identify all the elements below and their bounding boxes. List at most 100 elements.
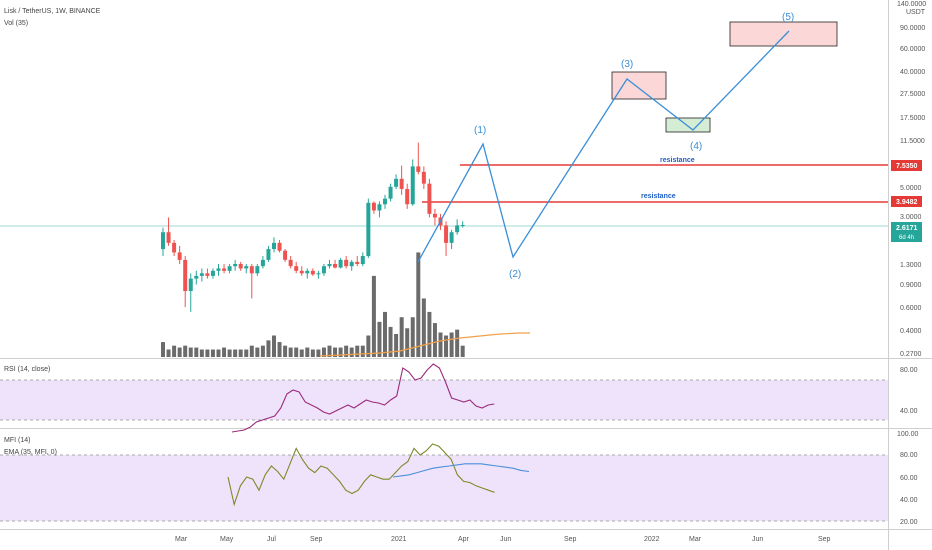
wave-label-5[interactable]: (5) [782,12,794,23]
volume-bar [438,332,443,357]
candle-body [283,250,288,260]
volume-bar [255,347,260,357]
volume-bar [238,349,243,357]
volume-bar [366,335,371,357]
candle-body [371,202,376,211]
volume-bar [260,345,265,357]
volume-bar [333,347,338,357]
candle-body [316,273,321,275]
rsi-tick: 40.00 [900,408,918,415]
volume-bar [344,345,349,357]
volume-bar [227,349,232,357]
volume-bar [205,349,210,357]
volume-bar [377,321,382,357]
wave-5-box[interactable] [729,21,838,47]
date-tick: Sep [564,536,577,543]
candle-body [427,183,432,214]
volume-bar [349,347,354,357]
volume-bar [288,347,293,357]
volume-bar [338,347,343,357]
date-tick: 2022 [644,536,660,543]
date-tick: Jun [500,536,511,543]
candle-body [260,259,265,267]
wave-4-box[interactable] [665,117,711,133]
volume-bar [277,342,282,357]
date-tick: Mar [689,536,702,543]
candle-body [288,259,293,267]
candle-body [205,273,210,276]
wave-label-2[interactable]: (2) [509,269,521,280]
volume-bar [310,349,315,357]
volume-bar [233,349,238,357]
candle-body [227,266,232,271]
wave-label-3[interactable]: (3) [621,59,633,70]
price-tick: 40.0000 [900,69,925,76]
date-axis[interactable]: Mar May Jul Sep 2021 Apr Jun Sep 2022 Ma… [175,536,831,543]
volume-bar [272,335,276,357]
badge-countdown: 6d 4h [899,235,914,241]
volume-ma-line [319,332,530,357]
elliott-wave-path[interactable] [417,30,790,263]
resistance-label-2[interactable]: resistance [641,193,676,200]
wave-label-4[interactable]: (4) [690,141,702,152]
rsi-label: RSI (14, close) [4,366,50,373]
candle-body [383,198,387,205]
date-tick: Sep [818,536,831,543]
price-tick: 0.2700 [900,351,922,358]
candle-body [210,270,215,276]
candle-body [305,270,310,274]
date-tick: May [220,536,234,543]
volume-bar [444,335,449,357]
mfi-tick: 40.00 [900,497,918,504]
volume-bar [266,340,271,357]
candle-body [266,249,271,260]
candle-body [294,266,299,271]
badge-last-price [891,222,922,242]
mfi-line [227,443,495,507]
volume-bar [222,347,227,357]
volume-bar [166,349,171,357]
candle-body [277,242,282,251]
candle-body [244,266,249,269]
mfi-label: MFI (14) [4,437,30,444]
badge-resistance-2-text: 3.9482 [896,199,918,206]
candle-body [199,273,204,276]
wave-3-box[interactable] [611,71,667,100]
volume-bar [161,342,165,357]
volume-bar [210,349,215,357]
price-tick: 0.4000 [900,328,922,335]
candle-body [444,225,449,243]
price-tick: 140.0000 [897,1,926,8]
candle-body [249,266,254,274]
candle-body [310,270,315,275]
candle-body [449,232,454,243]
symbol-title: Lisk / TetherUS, 1W, BINANCE [4,8,101,15]
volume-bar [460,345,465,357]
volume-bar [355,345,360,357]
volume-bar [294,347,299,357]
candle-body [421,171,426,184]
candle-body [366,202,371,257]
wave-label-1[interactable]: (1) [474,125,486,136]
badge-resistance-1-text: 7.5350 [896,163,918,170]
candle-body [377,204,382,211]
price-axis[interactable]: 140.0000 USDT 90.0000 60.0000 40.0000 27… [897,1,926,358]
badge-last-price-text: 2.6171 [896,225,918,232]
volume-bar [327,345,332,357]
candle-body [455,225,460,233]
rsi-tick: 80.00 [900,367,918,374]
date-tick: 2021 [391,536,407,543]
candle-body [388,186,393,199]
candle-body [216,268,221,271]
resistance-label-1[interactable]: resistance [660,157,695,164]
volume-bar [305,347,310,357]
mfi-band [0,455,888,521]
price-tick: 1.3000 [900,262,922,269]
candle-body [183,259,188,292]
candle-body [416,166,421,172]
volume-bar [299,349,304,357]
price-tick: 0.6000 [900,305,922,312]
volume-bars [161,252,465,357]
candle-body [333,264,338,268]
